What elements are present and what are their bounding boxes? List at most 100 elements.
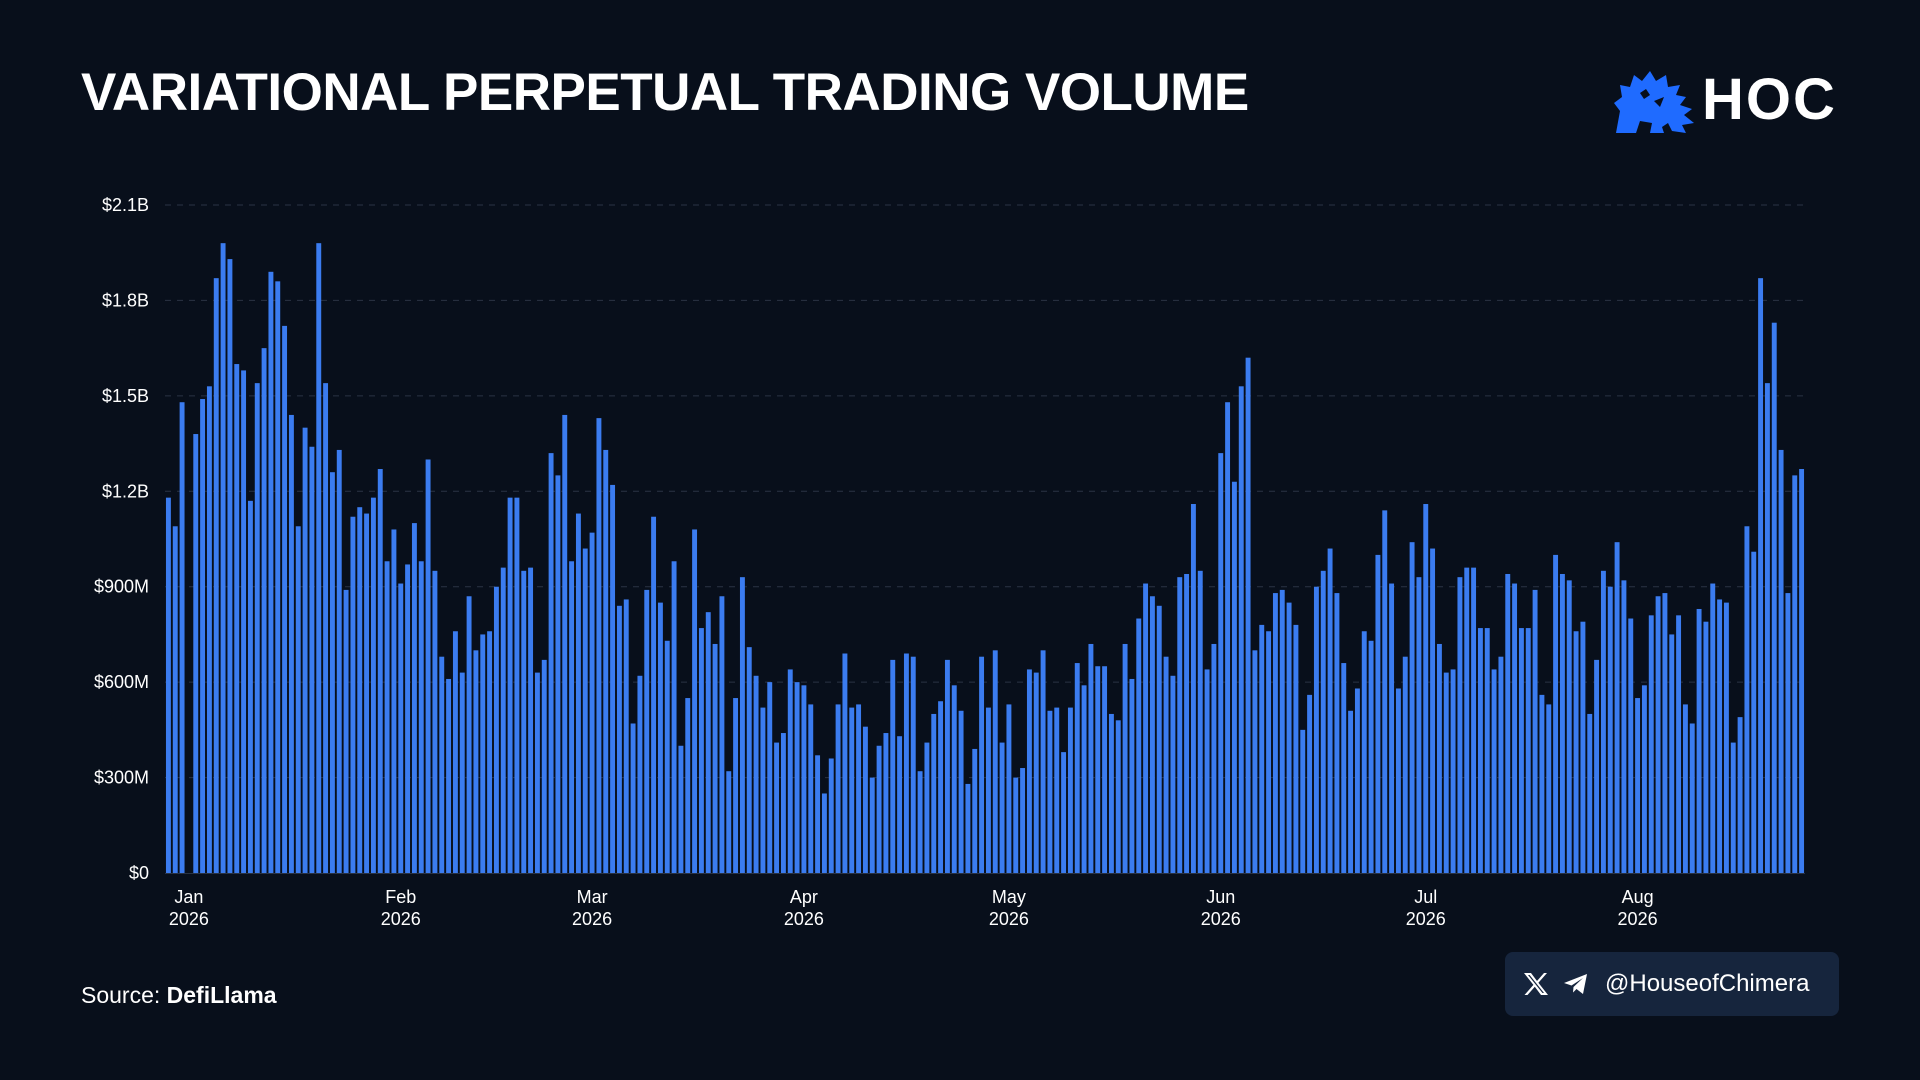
volume-bar — [958, 710, 964, 873]
volume-bar — [876, 745, 882, 873]
volume-bar — [1136, 618, 1142, 873]
telegram-icon[interactable] — [1563, 972, 1589, 996]
volume-bar — [1313, 586, 1319, 873]
volume-bar — [323, 383, 329, 873]
volume-bar — [1614, 542, 1620, 873]
volume-bar — [1266, 631, 1272, 873]
volume-bar — [1225, 402, 1231, 873]
volume-bar — [1621, 580, 1627, 873]
volume-bar — [1074, 663, 1080, 873]
source-credit: Source: DefiLlama — [81, 982, 277, 1009]
volume-bar — [651, 516, 657, 873]
volume-bar — [1450, 669, 1456, 873]
volume-bar — [924, 742, 930, 873]
volume-bar — [849, 707, 855, 873]
volume-bar — [596, 418, 602, 873]
y-tick-label: $0 — [129, 863, 149, 883]
volume-bar — [897, 736, 903, 873]
volume-bar — [1436, 643, 1442, 873]
volume-bar — [1696, 608, 1702, 873]
volume-bar — [1505, 573, 1511, 873]
volume-bar — [1006, 704, 1012, 873]
volume-bar — [1279, 589, 1285, 873]
volume-bar — [1471, 567, 1477, 873]
x-tick-year: 2026 — [572, 909, 612, 929]
volume-bar — [350, 516, 356, 873]
x-tick-month: Feb — [385, 887, 416, 907]
volume-bar — [862, 726, 868, 873]
volume-bar — [555, 475, 561, 873]
y-axis-ticks: $0 $300M $600M $900M $1.2B $1.5B $1.8B $2.1B — [94, 195, 149, 883]
volume-bar — [364, 513, 370, 873]
volume-bar — [288, 414, 294, 873]
volume-bar — [842, 653, 848, 873]
volume-bar — [1177, 577, 1183, 873]
volume-bar — [1751, 551, 1757, 873]
volume-bar — [1238, 386, 1244, 873]
volume-bar — [1457, 577, 1463, 873]
social-badge[interactable]: @HouseofChimera — [1505, 952, 1839, 1016]
source-name: DefiLlama — [166, 982, 277, 1008]
social-handle[interactable]: @HouseofChimera — [1605, 970, 1810, 997]
volume-bar — [1785, 593, 1791, 873]
volume-bar — [562, 414, 568, 873]
volume-bar — [774, 742, 780, 873]
volume-bar — [815, 755, 821, 873]
volume-bar — [1231, 481, 1237, 873]
volume-bar — [575, 513, 581, 873]
volume-bar — [357, 507, 363, 873]
volume-bar — [247, 500, 253, 873]
volume-bar — [685, 698, 691, 873]
x-tick-year: 2026 — [1201, 909, 1241, 929]
volume-bar — [1662, 593, 1668, 873]
x-tick-month: Jun — [1206, 887, 1235, 907]
volume-bar — [582, 548, 588, 873]
source-prefix: Source: — [81, 982, 161, 1008]
volume-bar — [856, 704, 862, 873]
y-tick-label: $900M — [94, 577, 149, 597]
volume-bar — [589, 532, 595, 873]
volume-bar — [1361, 631, 1367, 873]
volume-bar — [275, 281, 281, 874]
x-tick-month: Aug — [1622, 887, 1654, 907]
volume-bar — [487, 631, 493, 873]
volume-bar — [1423, 504, 1429, 873]
volume-bar — [623, 599, 629, 873]
volume-bar — [452, 631, 458, 873]
x-tick-month: Apr — [790, 887, 818, 907]
volume-bar — [1546, 704, 1552, 873]
volume-bar — [1573, 631, 1579, 873]
volume-bar — [1464, 567, 1470, 873]
volume-bar — [1149, 596, 1155, 873]
volume-bar — [1778, 449, 1784, 873]
volume-bar — [1395, 688, 1401, 873]
volume-bar — [480, 634, 486, 873]
volume-bar — [1553, 554, 1559, 873]
volume-bar — [1067, 707, 1073, 873]
volume-bar — [1512, 583, 1518, 873]
volume-bar — [1641, 685, 1647, 873]
x-tick-year: 2026 — [1406, 909, 1446, 929]
volume-bar — [1498, 656, 1504, 873]
volume-bar — [1307, 694, 1313, 873]
volume-bar — [432, 570, 438, 873]
volume-bar — [1635, 698, 1641, 873]
volume-bar — [733, 698, 739, 873]
volume-bar — [1682, 704, 1688, 873]
volume-bar — [664, 640, 670, 873]
volume-bar — [965, 783, 971, 873]
y-tick-label: $600M — [94, 672, 149, 692]
volume-bar — [261, 348, 267, 873]
volume-bar — [1334, 593, 1340, 873]
x-icon[interactable] — [1523, 972, 1549, 996]
volume-bar — [712, 643, 718, 873]
volume-bar — [1081, 685, 1087, 873]
volume-bar — [1354, 688, 1360, 873]
volume-bar — [979, 656, 985, 873]
volume-bar — [1129, 678, 1135, 873]
volume-bar — [1156, 605, 1162, 873]
volume-bar — [439, 656, 445, 873]
volume-bar — [1758, 278, 1764, 873]
volume-bar — [869, 777, 875, 873]
volume-bar — [890, 659, 896, 873]
